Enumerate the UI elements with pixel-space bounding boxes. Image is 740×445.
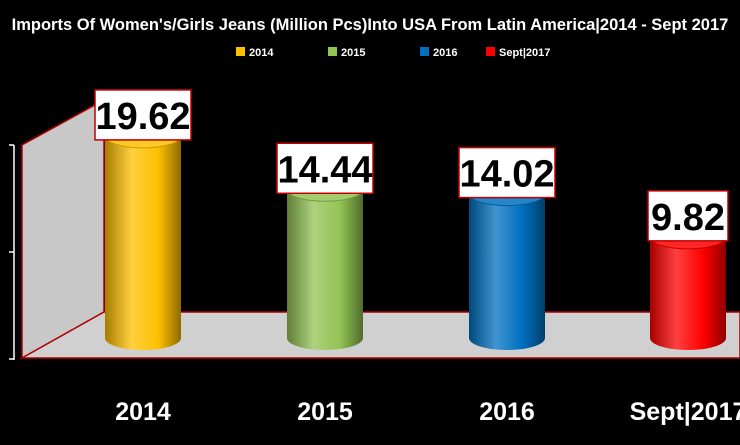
data-label-box (276, 142, 374, 195)
x-axis-tick-labels: 2014 2015 2016 Sept|2017 (115, 398, 740, 426)
legend-item-sept-2017: Sept|2017 (486, 47, 550, 59)
data-label-value: 14.44 (277, 149, 372, 191)
legend-label: 2016 (433, 47, 457, 59)
legend-item-2014: 2014 (236, 47, 274, 59)
x-tick-label: Sept|2017 (630, 398, 740, 426)
chart-floor (19, 311, 740, 359)
data-label-value: 9.82 (651, 197, 725, 239)
bar-2014 (104, 123, 182, 350)
bar-body (650, 236, 726, 350)
legend-label: 2014 (249, 47, 274, 59)
data-label-box (94, 89, 192, 141)
data-label-value: 19.62 (95, 96, 190, 138)
x-tick-label: 2015 (297, 398, 353, 426)
legend-label: 2015 (341, 47, 365, 59)
data-label-sept-2017: 9.82 (647, 190, 729, 242)
data-label-2016: 14.02 (458, 146, 556, 199)
legend-swatch (486, 47, 495, 56)
x-tick-label: 2014 (115, 398, 171, 426)
bar-2015 (286, 176, 364, 350)
data-label-2015: 14.44 (276, 142, 374, 195)
data-labels-layer: 19.62 14.44 14.02 9.82 (94, 89, 729, 242)
data-label-box (458, 146, 556, 199)
chart-title: Imports Of Women's/Girls Jeans (Million … (12, 16, 729, 34)
y-axis (9, 144, 15, 360)
bar-2016 (468, 181, 546, 350)
bar-sept-2017 (649, 224, 727, 350)
legend-swatch (328, 47, 337, 56)
bar-body (105, 135, 181, 350)
legend-label: Sept|2017 (499, 47, 550, 59)
bar-body (287, 189, 363, 350)
legend-swatch (420, 47, 429, 56)
data-label-value: 14.02 (459, 154, 554, 196)
legend-swatch (236, 47, 245, 56)
bar-body (469, 193, 545, 350)
legend: 2014 2015 2016 Sept|2017 (236, 47, 550, 59)
x-tick-label: 2016 (479, 398, 535, 426)
data-label-box (647, 190, 729, 242)
legend-item-2015: 2015 (328, 47, 365, 59)
data-label-2014: 19.62 (94, 89, 192, 141)
legend-item-2016: 2016 (420, 47, 457, 59)
